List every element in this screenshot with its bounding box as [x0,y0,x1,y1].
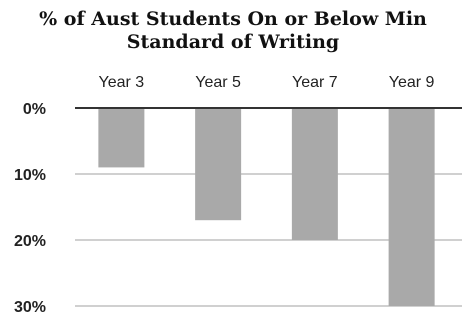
bar [291,108,338,240]
bar [98,108,145,168]
bar [195,108,242,221]
chart-title-line-2: Standard of Writing [126,31,340,53]
category-label: Year 7 [292,74,338,91]
y-tick-label: 30% [14,299,46,316]
chart-title-line-1: % of Aust Students On or Below Min [39,8,427,30]
category-label: Year 9 [389,74,435,91]
y-tick-label: 0% [23,101,46,118]
category-label: Year 3 [99,74,145,91]
y-tick-label: 10% [14,167,46,184]
category-label: Year 5 [195,74,241,91]
y-tick-label: 20% [14,233,46,250]
bar [388,108,435,306]
